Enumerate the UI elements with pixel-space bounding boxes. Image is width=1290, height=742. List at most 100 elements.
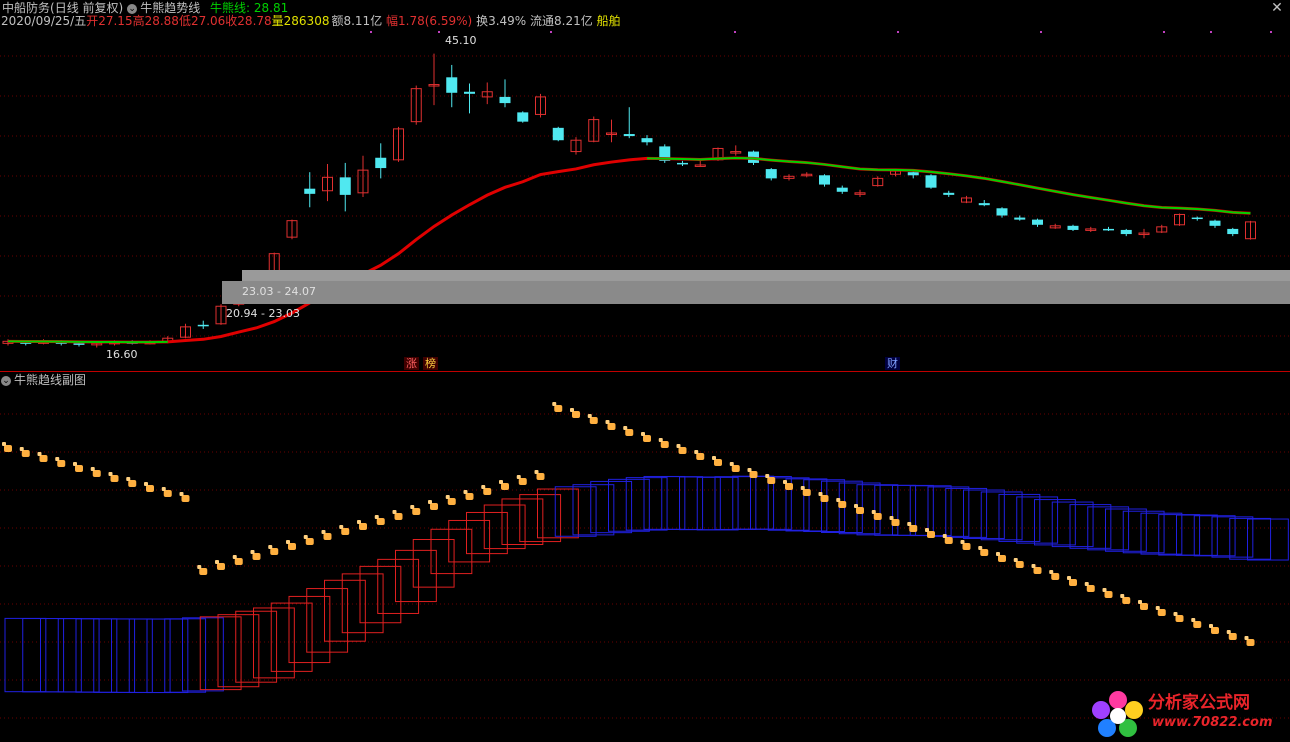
hand-palm — [625, 429, 634, 436]
hand-palm — [1246, 639, 1255, 646]
candle-body — [1138, 232, 1150, 236]
hand-palm — [572, 411, 580, 418]
quote-change: 幅1.78(6.59%) — [386, 14, 473, 28]
hand-icon — [1155, 606, 1166, 616]
hand-finger — [339, 525, 344, 529]
hand-palm — [1228, 633, 1237, 640]
hand-finger — [605, 420, 610, 424]
sub-box — [838, 482, 881, 535]
marker-dot — [897, 31, 899, 33]
hand-finger — [179, 492, 184, 496]
hand-palm — [589, 417, 598, 424]
hand-palm — [714, 459, 722, 466]
hand-finger — [303, 535, 308, 539]
hand-icon — [445, 495, 456, 505]
chevron-down-icon[interactable]: ⌄ — [1, 375, 11, 386]
hand-finger — [37, 452, 42, 456]
hand-finger — [1226, 630, 1231, 634]
candle-body — [428, 84, 440, 87]
hand-finger — [1102, 588, 1107, 592]
sub-chart[interactable] — [0, 386, 1290, 742]
hand-palm — [359, 523, 367, 530]
sub-box — [1211, 516, 1254, 558]
candle-body — [907, 172, 919, 176]
sub-box — [430, 528, 473, 575]
hand-finger — [818, 492, 823, 496]
candle-body — [215, 305, 227, 325]
chevron-down-icon[interactable]: ⌄ — [127, 3, 138, 14]
watermark-title: 分析家公式网 — [1148, 693, 1250, 713]
hand-palm — [696, 453, 705, 460]
candle-body — [517, 112, 529, 122]
hand-icon — [161, 487, 172, 497]
hand-palm — [767, 477, 776, 484]
hand-icon — [321, 530, 332, 540]
hand-palm — [288, 543, 296, 550]
sub-box — [679, 476, 721, 531]
candle-body — [943, 192, 955, 195]
pane-divider[interactable] — [0, 371, 1290, 372]
hand-icon — [73, 462, 83, 472]
sub-box — [412, 539, 455, 588]
sub-box — [341, 573, 384, 634]
marker-dot — [1163, 31, 1165, 33]
close-icon[interactable]: ✕ — [1271, 0, 1283, 16]
hand-palm — [75, 465, 83, 472]
quote-sector[interactable]: 船舶 — [596, 14, 621, 28]
sub-box — [4, 617, 47, 693]
sub-box — [625, 477, 668, 531]
sub-box — [306, 588, 349, 653]
badge-cai[interactable]: 财 — [885, 357, 900, 370]
hand-icon — [800, 486, 811, 496]
marker-dot — [1270, 31, 1272, 33]
hand-icon — [854, 504, 864, 514]
sub-title[interactable]: 牛熊趋线副图 — [14, 373, 87, 387]
hand-finger — [1067, 576, 1071, 580]
hand-palm — [1086, 585, 1095, 592]
hand-finger — [144, 482, 148, 486]
hand-palm — [305, 538, 314, 545]
candle-body — [570, 139, 582, 153]
hand-icon — [516, 475, 527, 485]
badge-bang[interactable]: 榜 — [423, 357, 438, 370]
hand-palm — [1122, 597, 1131, 604]
badge-zhang[interactable]: 涨 — [404, 357, 419, 370]
main-chart[interactable] — [0, 28, 1290, 370]
hand-icon — [587, 414, 598, 424]
hand-finger — [1244, 636, 1249, 640]
sub-box — [235, 610, 278, 683]
hand-palm — [110, 475, 119, 482]
hand-icon — [1226, 630, 1237, 640]
hand-palm — [944, 537, 953, 544]
hand-icon — [1031, 564, 1042, 574]
sub-box — [1122, 510, 1165, 554]
hand-finger — [854, 504, 858, 508]
hand-palm — [4, 445, 12, 452]
hand-icon — [729, 462, 740, 472]
hand-palm — [252, 553, 261, 560]
candle-body — [1014, 217, 1026, 220]
hand-palm — [1140, 603, 1148, 610]
sub-box — [661, 476, 704, 530]
candle-body — [836, 187, 848, 192]
hand-icon — [623, 426, 634, 436]
candle-body — [393, 128, 404, 161]
hand-icon — [836, 498, 847, 508]
hand-palm — [447, 498, 456, 505]
hand-icon — [1102, 588, 1113, 598]
hand-palm — [57, 460, 66, 467]
hand-palm — [749, 471, 758, 478]
hand-palm — [1069, 579, 1077, 586]
sub-box — [40, 618, 82, 693]
sub-box — [821, 480, 863, 534]
candle-body — [961, 197, 972, 203]
hand-palm — [270, 548, 279, 555]
hand-palm — [802, 489, 811, 496]
hand-palm — [1033, 567, 1042, 574]
indicator-name[interactable]: 牛熊趋势线 — [140, 1, 201, 15]
hand-palm — [1104, 591, 1113, 598]
quote-volume: 量286308 — [271, 14, 330, 28]
sub-box — [1069, 504, 1112, 549]
sub-box — [164, 618, 207, 693]
hand-finger — [108, 472, 113, 476]
